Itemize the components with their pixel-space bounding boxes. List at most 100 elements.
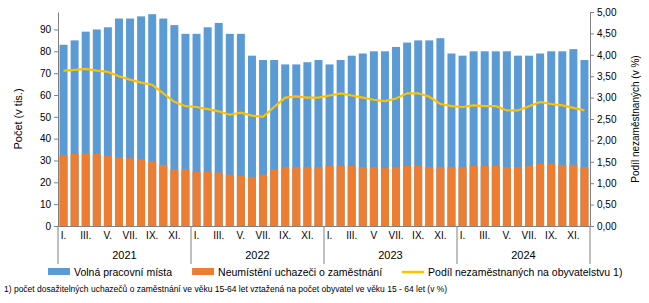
tick-mark bbox=[590, 12, 594, 13]
year-groups: 2021202220232024 bbox=[58, 226, 590, 264]
tick: VII. bbox=[389, 230, 404, 241]
bar bbox=[525, 166, 533, 226]
tick-mark bbox=[590, 162, 594, 163]
bar bbox=[93, 29, 101, 226]
tick-label: VII. bbox=[389, 230, 404, 241]
tick: I. bbox=[194, 230, 200, 241]
axis-line bbox=[58, 13, 59, 227]
year-label: 2021 bbox=[112, 249, 136, 261]
tick: IX. bbox=[146, 230, 158, 241]
tick: 60 bbox=[40, 90, 58, 101]
bar bbox=[181, 169, 189, 226]
bar bbox=[558, 165, 566, 226]
bar bbox=[436, 38, 444, 226]
bar bbox=[337, 166, 345, 226]
tick-label: I. bbox=[194, 230, 200, 241]
bar bbox=[259, 60, 267, 226]
tick: I. bbox=[61, 230, 67, 241]
bar bbox=[71, 40, 79, 226]
tick-mark bbox=[54, 182, 58, 183]
tick-label: I. bbox=[327, 230, 333, 241]
bar bbox=[115, 19, 123, 226]
bar bbox=[215, 173, 223, 227]
bar bbox=[82, 32, 90, 226]
tick-label: 5,00 bbox=[597, 7, 617, 18]
tick-label: 0 bbox=[45, 221, 51, 232]
tick: V. bbox=[104, 230, 113, 241]
tick: IX. bbox=[279, 230, 291, 241]
bar bbox=[82, 154, 90, 226]
tick: 1,50 bbox=[590, 157, 617, 168]
legend-swatch bbox=[48, 268, 70, 275]
legend: Volná pracovní místaNeumístění uchazeči … bbox=[48, 266, 622, 278]
plot-area: 01020304050607080900,000,501,001,502,002… bbox=[40, 7, 617, 264]
bar bbox=[470, 166, 478, 226]
tick-label: III. bbox=[479, 230, 490, 241]
bar bbox=[93, 154, 101, 226]
bar bbox=[359, 53, 367, 226]
bar bbox=[314, 167, 322, 226]
legend-swatch bbox=[402, 271, 424, 274]
tick-label: I. bbox=[460, 230, 466, 241]
bar bbox=[159, 19, 167, 226]
tick-label: 50 bbox=[40, 112, 52, 123]
bar bbox=[170, 25, 178, 226]
bar bbox=[514, 167, 522, 226]
bar bbox=[248, 56, 256, 226]
tick-label: V. bbox=[237, 230, 246, 241]
tick-mark bbox=[590, 183, 594, 184]
tick: 2,50 bbox=[590, 114, 617, 125]
tick: III. bbox=[479, 230, 490, 241]
year-separator bbox=[324, 226, 325, 264]
bar bbox=[126, 158, 134, 226]
line bbox=[64, 69, 585, 117]
tick-mark bbox=[590, 119, 594, 120]
bar bbox=[481, 51, 489, 226]
bar bbox=[425, 40, 433, 226]
bar bbox=[148, 14, 156, 226]
tick-label: IX. bbox=[412, 230, 424, 241]
bar bbox=[60, 45, 68, 226]
bar bbox=[481, 166, 489, 226]
tick-label: XI. bbox=[301, 230, 313, 241]
bar bbox=[447, 53, 455, 226]
bar bbox=[193, 171, 201, 226]
bar bbox=[303, 167, 311, 226]
y-axis: 0102030405060708090 bbox=[40, 13, 59, 232]
tick: 3,00 bbox=[590, 92, 617, 103]
footnote: 1) počet dosažitelných uchazečů o zaměst… bbox=[4, 284, 447, 294]
tick-label: 1,00 bbox=[597, 178, 617, 189]
bar bbox=[303, 62, 311, 226]
bar bbox=[503, 167, 511, 226]
tick: 30 bbox=[40, 155, 58, 166]
bar bbox=[292, 167, 300, 226]
tick-label: 40 bbox=[40, 133, 52, 144]
tick-label: 2,50 bbox=[597, 114, 617, 125]
bar bbox=[270, 60, 278, 226]
tick-label: IX. bbox=[545, 230, 557, 241]
tick: 3,50 bbox=[590, 71, 617, 82]
bar bbox=[204, 27, 212, 226]
tick: 90 bbox=[40, 24, 58, 35]
bar bbox=[193, 34, 201, 226]
tick-mark bbox=[590, 76, 594, 77]
bar bbox=[425, 167, 433, 226]
tick-label: VII. bbox=[522, 230, 537, 241]
tick: XI. bbox=[567, 230, 579, 241]
legend-label: Neumístění uchazeči o zaměstnání bbox=[218, 266, 382, 278]
bar bbox=[514, 56, 522, 226]
tick-label: V. bbox=[503, 230, 512, 241]
bar bbox=[492, 51, 500, 226]
legend-item: Podíl nezaměstnaných na obyvatelstvu 1) bbox=[402, 266, 622, 278]
tick-label: XI. bbox=[434, 230, 446, 241]
bar bbox=[580, 60, 588, 226]
bar bbox=[337, 60, 345, 226]
tick: VII. bbox=[256, 230, 271, 241]
tick-mark bbox=[590, 205, 594, 206]
bar bbox=[314, 60, 322, 226]
tick-label: IX. bbox=[279, 230, 291, 241]
bar bbox=[536, 53, 544, 226]
tick-label: VII. bbox=[123, 230, 138, 241]
tick: V bbox=[371, 230, 378, 241]
tick: III. bbox=[80, 230, 91, 241]
